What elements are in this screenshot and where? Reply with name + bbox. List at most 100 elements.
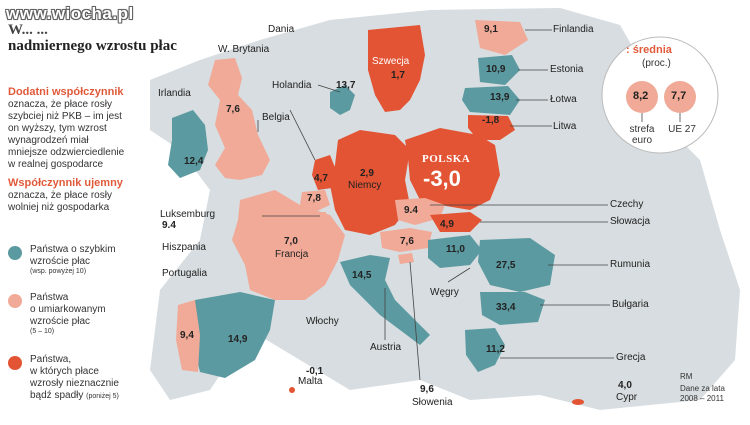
label-slowenia: Słowenia: [412, 397, 453, 408]
label-polska: POLSKA: [422, 153, 471, 165]
country-estonia: [478, 55, 520, 85]
positive-heading: Dodatni współczynnik: [8, 86, 124, 98]
country-lotwa: [462, 86, 520, 115]
legend-slow-line2: w których płace: [30, 366, 99, 377]
value-litwa: -1,8: [482, 115, 500, 126]
average-eu-value: 7,7: [671, 90, 687, 102]
legend-fast-line2: wzroście płac: [30, 256, 91, 267]
country-finlandia: [475, 20, 528, 55]
country-grecja: [465, 328, 505, 372]
legend-slow-line3: wzrosły nieznacznie: [30, 378, 119, 389]
value-grecja: 11,2: [486, 344, 505, 355]
country-belgia: [300, 190, 330, 212]
value-luksemburg: 9.4: [162, 220, 176, 231]
label-rumunia: Rumunia: [610, 259, 651, 270]
positive-text-6: w realnej gospodarce: [8, 159, 104, 170]
country-litwa: [468, 115, 515, 140]
country-polska: [405, 128, 500, 210]
label-niemcy: Niemcy: [348, 180, 382, 191]
value-malta: -0,1: [306, 366, 324, 377]
legend-fast-line1: Państwa o szybkim: [30, 244, 116, 255]
positive-text-4: wynagrodzeń miał: [8, 135, 89, 146]
legend-moderate-note: (5 – 10): [30, 328, 55, 335]
title-line2: nadmiernego wzrostu płac: [8, 38, 177, 54]
value-austria: 7,6: [400, 236, 414, 247]
legend-fast: Państwa o szybkim wzroście płac (wsp. po…: [30, 244, 116, 275]
label-hiszpania: Hiszpania: [162, 242, 206, 253]
value-rumunia: 27,5: [496, 260, 516, 271]
country-w-brytania: [208, 58, 270, 180]
value-francja: 7,0: [284, 236, 298, 247]
legend-moderate-line2: o umiarkowanym: [30, 304, 106, 315]
leader-lines: [257, 29, 614, 381]
label-austria: Austria: [370, 342, 402, 353]
label-slowacja: Słowacja: [610, 216, 651, 227]
value-estonia: 10,9: [486, 64, 506, 75]
value-w-brytania: 7,6: [226, 104, 240, 115]
value-wlochy: 14,5: [352, 270, 372, 281]
legend-slow: Państwa, w których płace wzrosły nieznac…: [30, 354, 119, 403]
country-dania: [330, 85, 355, 115]
label-malta: Malta: [298, 376, 323, 387]
value-polska: -3,0: [423, 166, 461, 191]
label-w-brytania: W. Brytania: [218, 44, 270, 55]
average-euro-circle: [626, 81, 658, 113]
label-irlandia: Irlandia: [158, 88, 191, 99]
negative-text-2: wolniej niż gospodarka: [8, 202, 110, 213]
label-lotwa: Łotwa: [550, 94, 577, 105]
average-eu-label: UE 27: [668, 124, 696, 135]
average-title: : średnia: [626, 44, 672, 56]
country-rumunia: [478, 238, 555, 292]
value-finlandia: 9,1: [484, 24, 498, 35]
average-eu-circle: [664, 81, 696, 113]
average-euro-value: 8,2: [633, 90, 649, 102]
country-malta: [289, 387, 295, 393]
country-slowacja: [430, 212, 482, 232]
positive-text-5: mniejsze odzwierciedlenie: [8, 147, 125, 158]
label-wlochy: Włochy: [306, 316, 339, 327]
positive-text-3: on wyższy, tym wzrost: [8, 123, 107, 134]
legend-slow-line1: Państwa,: [30, 354, 72, 365]
label-bulgaria: Bułgaria: [612, 299, 649, 310]
label-estonia: Estonia: [550, 64, 584, 75]
title-line1: W... ...: [8, 22, 48, 38]
legend-moderate-line3: wzroście płac: [30, 316, 91, 327]
data-note-1: Dane za lata: [680, 384, 725, 393]
credit: RM: [680, 372, 693, 381]
country-portugalia: [176, 300, 200, 372]
land-background: [150, 8, 740, 410]
label-szwecja: Szwecja: [372, 56, 410, 67]
label-portugalia: Portugalia: [162, 268, 208, 279]
value-dania: 13,7: [336, 80, 356, 91]
legend-slow-note: (poniżej 5): [86, 393, 119, 400]
value-niemcy: 2,9: [360, 168, 374, 179]
value-wegry: 11,0: [446, 244, 465, 255]
label-finlandia: Finlandia: [553, 24, 594, 35]
data-note-2: 2008 – 2011: [680, 394, 724, 403]
country-francja: [232, 190, 345, 300]
label-cypr: Cypr: [616, 392, 638, 403]
label-wegry: Węgry: [430, 287, 459, 298]
value-cypr: 4,0: [618, 380, 632, 391]
label-litwa: Litwa: [553, 121, 577, 132]
legend-moderate-line1: Państwa: [30, 292, 69, 303]
label-grecja: Grecja: [616, 352, 646, 363]
country-bulgaria: [480, 292, 545, 325]
label-belgia: Belgia: [262, 112, 290, 123]
country-austria: [380, 228, 432, 252]
negative-heading: Współczynnik ujemny: [8, 177, 123, 189]
average-panel: [601, 36, 719, 154]
country-niemcy: [330, 130, 410, 235]
legend-dot-fast: [8, 246, 22, 260]
country-cypr: [572, 399, 584, 405]
legend-slow-line4: bądź spadły (poniżej 5): [30, 390, 119, 401]
label-francja: Francja: [275, 249, 309, 260]
value-bulgaria: 33,4: [496, 302, 516, 313]
value-holandia: 4,7: [314, 173, 328, 184]
value-lotwa: 13,9: [490, 92, 510, 103]
country-holandia: [312, 155, 336, 190]
value-slowenia: 9,6: [420, 384, 434, 395]
country-irlandia: [168, 110, 208, 178]
